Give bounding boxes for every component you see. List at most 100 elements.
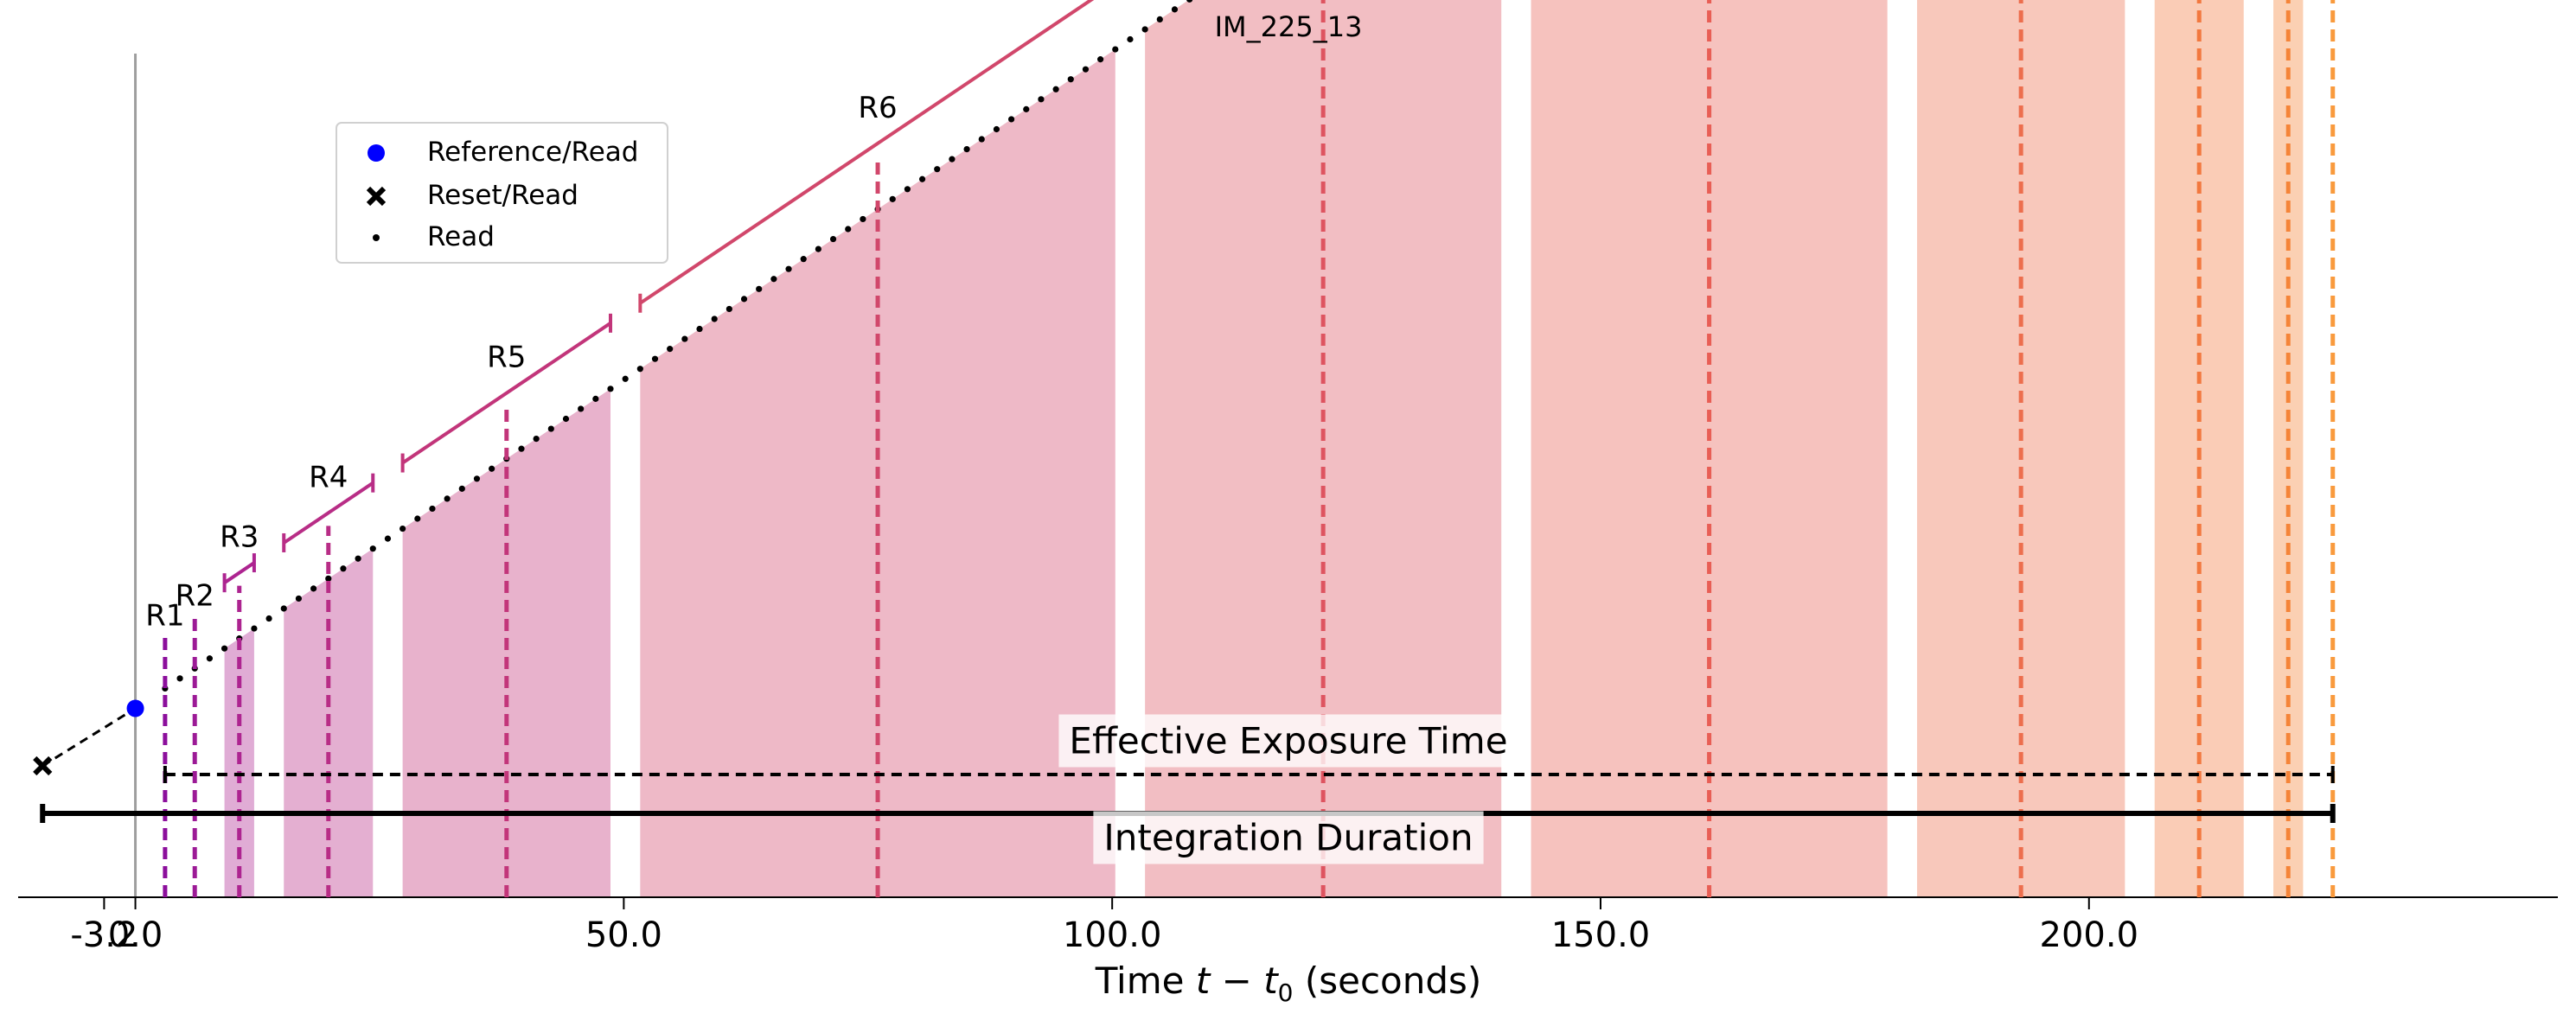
x-tick-label-5: 200.0 xyxy=(2040,915,2139,955)
resultant-label-r1: R1 xyxy=(145,598,184,633)
read-point xyxy=(310,585,317,592)
read-point xyxy=(1156,16,1163,23)
x-tick-label-3: 100.0 xyxy=(1063,915,1162,955)
read-point xyxy=(740,296,748,303)
legend-marker-reference-read xyxy=(368,144,385,162)
read-point xyxy=(518,445,525,452)
read-point xyxy=(860,215,866,223)
read-point xyxy=(400,525,406,532)
read-point xyxy=(785,265,792,272)
read-point xyxy=(414,515,421,522)
read-point xyxy=(1052,86,1059,92)
read-point xyxy=(636,366,643,373)
read-point xyxy=(1171,6,1179,13)
read-point xyxy=(176,675,183,682)
resultant-range-r6 xyxy=(639,0,1095,305)
reset-to-reference-line xyxy=(42,707,137,768)
read-point xyxy=(355,555,361,562)
read-point xyxy=(770,276,777,283)
x-tick-label-0: -3.2 xyxy=(70,915,137,955)
integration-duration-label: Integration Duration xyxy=(1103,817,1473,859)
resultant-range-r4 xyxy=(283,481,374,545)
legend-label-reference-read: Reference/Read xyxy=(427,137,638,168)
reset-read-marker-stroke xyxy=(33,755,53,776)
read-point xyxy=(681,335,688,342)
read-point xyxy=(547,425,554,432)
reference-read-marker xyxy=(126,699,144,717)
read-point xyxy=(1186,0,1193,3)
read-point xyxy=(622,375,629,382)
read-point xyxy=(251,625,258,632)
read-point xyxy=(280,605,287,612)
resultant-label-r3: R3 xyxy=(220,520,259,555)
read-point xyxy=(829,235,837,243)
read-point xyxy=(1097,56,1104,63)
read-point xyxy=(978,136,985,143)
read-point xyxy=(963,145,970,153)
legend-marker-read xyxy=(373,234,380,241)
chart-title: IM_225_13 xyxy=(1215,10,1363,43)
read-point xyxy=(458,485,465,492)
read-point xyxy=(696,325,703,333)
read-point xyxy=(667,346,674,353)
legend-label-read: Read xyxy=(427,221,495,252)
read-points-layer xyxy=(33,0,1193,776)
read-point xyxy=(1067,76,1074,83)
read-point xyxy=(444,495,451,502)
read-point xyxy=(934,166,941,173)
resultant-label-r2: R2 xyxy=(176,578,214,613)
read-point xyxy=(725,305,732,313)
read-point xyxy=(904,186,911,193)
axes-layer: -3.20.0 50.0 100.0 150.0 200.0 xyxy=(18,54,2558,955)
read-point xyxy=(889,195,896,202)
read-point xyxy=(592,395,599,402)
read-point xyxy=(578,405,585,412)
resultant-range-r5 xyxy=(401,322,612,465)
read-point xyxy=(206,655,214,662)
resultant-label-r5: R5 xyxy=(487,341,526,375)
legend: Reference/Read Reset/Read Read xyxy=(336,122,668,264)
read-point xyxy=(845,226,852,233)
resultant-range-r3 xyxy=(223,561,256,584)
read-point xyxy=(1007,116,1015,123)
read-point xyxy=(949,156,956,163)
resultant-label-r4: R4 xyxy=(309,460,348,494)
read-point xyxy=(340,565,347,572)
read-point xyxy=(1112,46,1119,53)
x-tick-label-2: 50.0 xyxy=(585,915,662,955)
read-point xyxy=(651,355,659,362)
read-point xyxy=(429,505,436,513)
annotation-layer: Effective Exposure Time Integration Durat… xyxy=(40,714,2336,864)
legend-label-reset-read: Reset/Read xyxy=(427,180,578,211)
effective-exposure-label-bg xyxy=(1058,714,1518,768)
read-point xyxy=(221,645,228,652)
legend-frame xyxy=(336,122,668,264)
resultant-label-r6: R6 xyxy=(858,91,897,125)
read-point xyxy=(711,316,718,322)
read-point xyxy=(993,125,1000,133)
read-point xyxy=(1023,105,1030,112)
effective-exposure-label: Effective Exposure Time xyxy=(1069,720,1507,762)
integration-duration-label-bg xyxy=(1093,811,1484,864)
read-point xyxy=(1127,35,1134,43)
read-point xyxy=(607,386,614,392)
read-point xyxy=(815,245,821,252)
read-point xyxy=(384,535,392,542)
read-point xyxy=(562,415,570,423)
read-point xyxy=(800,256,807,263)
read-point xyxy=(1082,66,1090,73)
read-point xyxy=(918,175,926,182)
x-tick-label-4: 150.0 xyxy=(1551,915,1651,955)
x-tick-label-1: 0.0 xyxy=(108,915,163,955)
read-point xyxy=(1141,26,1148,33)
read-point xyxy=(489,465,495,472)
read-point xyxy=(756,285,763,292)
read-point xyxy=(265,615,272,622)
read-point xyxy=(473,475,481,482)
read-point xyxy=(295,595,303,602)
legend-marker-reset-read xyxy=(366,186,387,207)
x-axis-label: Time t − t0 (seconds) xyxy=(1095,959,1482,1007)
read-point xyxy=(369,545,376,552)
read-point xyxy=(325,575,332,582)
